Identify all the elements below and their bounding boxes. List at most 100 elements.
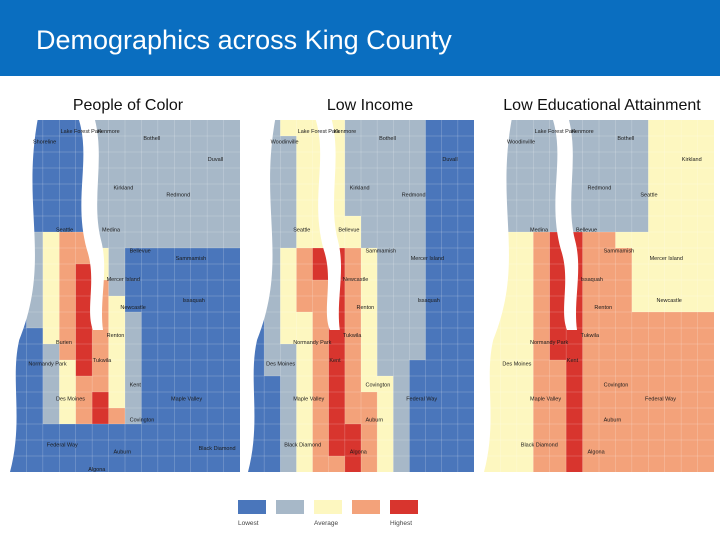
map-tract	[92, 376, 109, 393]
map-tract	[75, 392, 93, 409]
map-tract	[409, 264, 426, 281]
map-tract	[157, 168, 175, 185]
map-tract	[264, 408, 281, 425]
map-tract	[599, 248, 616, 265]
map-tract	[377, 184, 394, 201]
map-tract	[516, 392, 534, 409]
map-tract	[533, 152, 551, 169]
map-tract	[26, 344, 44, 361]
map-tract	[280, 152, 297, 169]
map-tract	[599, 152, 616, 169]
map-tract	[296, 328, 313, 345]
map-tract	[393, 408, 410, 425]
map-tract	[500, 328, 518, 345]
map-tract	[582, 152, 600, 169]
map-tract	[157, 296, 175, 313]
map-tract	[500, 440, 518, 457]
map-tract	[157, 424, 175, 441]
map-tract	[108, 328, 126, 345]
map-tract	[533, 264, 551, 281]
map-tract	[280, 136, 297, 153]
map-tract	[108, 312, 126, 329]
map-tract	[190, 344, 208, 361]
map-tract	[92, 344, 109, 361]
map-tract	[393, 264, 410, 281]
map-tract	[631, 232, 649, 249]
map-tract	[648, 152, 666, 169]
map-tract	[157, 264, 175, 281]
map-tract	[344, 152, 362, 169]
map-tract	[59, 424, 77, 441]
map-tract	[361, 280, 378, 297]
map-tract	[425, 312, 443, 329]
map-tract	[141, 264, 159, 281]
map-tract	[457, 456, 474, 472]
map-tract	[516, 152, 534, 169]
place-label: Kenmore	[97, 129, 119, 135]
map-tract	[108, 248, 126, 265]
map-tract	[75, 440, 93, 457]
place-label: Covington	[604, 383, 629, 389]
map-tract	[599, 328, 616, 345]
place-label: Sammamish	[604, 249, 635, 255]
map-tract	[516, 424, 534, 441]
map-tract	[664, 168, 682, 185]
map-tract	[648, 184, 666, 201]
map-tract	[549, 376, 567, 393]
map-tract	[393, 456, 410, 472]
map-tract	[500, 392, 518, 409]
map-tract	[697, 248, 714, 265]
map-tract	[190, 136, 208, 153]
map-tract	[174, 184, 192, 201]
map-tract	[190, 376, 208, 393]
map-tract	[582, 328, 600, 345]
place-label: Newcastle	[120, 305, 145, 311]
map-tract	[223, 360, 240, 377]
map-tract	[26, 312, 44, 329]
map-tract	[92, 456, 109, 472]
map-tract	[648, 136, 666, 153]
map-tract	[516, 168, 534, 185]
map-tract	[582, 408, 600, 425]
map-tract	[599, 296, 616, 313]
map-tract	[125, 184, 142, 201]
map-tract	[516, 360, 534, 377]
map-tract	[344, 184, 362, 201]
map-tract	[361, 248, 378, 265]
map-tract	[174, 312, 192, 329]
map-tract	[207, 392, 224, 409]
map-tract	[648, 248, 666, 265]
map-tract	[108, 184, 126, 201]
map-tract	[108, 152, 126, 169]
map-tract	[157, 152, 175, 169]
map-tract	[648, 344, 666, 361]
map-tract	[599, 456, 616, 472]
map-tract	[441, 120, 459, 137]
map-tract	[125, 456, 142, 472]
map-tract	[697, 312, 714, 329]
map-tract	[599, 344, 616, 361]
map-tract	[582, 312, 600, 329]
map-tract	[59, 312, 77, 329]
place-label: Shoreline	[33, 140, 56, 146]
map-tract	[108, 120, 126, 137]
place-label: Maple Valley	[293, 397, 324, 403]
map-tract	[157, 360, 175, 377]
map-tract	[157, 216, 175, 233]
map-tract	[615, 200, 633, 217]
map-tract	[377, 168, 394, 185]
map-tract	[141, 296, 159, 313]
map-tract	[264, 344, 281, 361]
map-tract	[681, 456, 698, 472]
map-tract	[26, 392, 44, 409]
map-tract	[599, 440, 616, 457]
place-label: Bothell	[143, 136, 160, 142]
map-tract	[631, 440, 649, 457]
map-tract	[425, 328, 443, 345]
map-tract	[174, 120, 192, 137]
map-tract	[108, 424, 126, 441]
map-tract	[207, 376, 224, 393]
map-tract	[615, 216, 633, 233]
map-tract	[157, 280, 175, 297]
map-tract	[361, 264, 378, 281]
